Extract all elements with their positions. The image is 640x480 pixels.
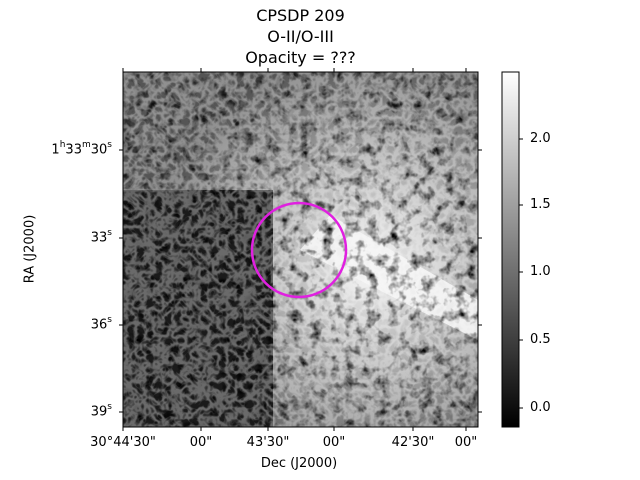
x-tick-label: 00" — [189, 435, 213, 450]
target-circle-marker — [250, 201, 348, 299]
figure-title-line-1: CPSDP 209 — [256, 6, 345, 25]
y-tick-label: 1h33m30s — [51, 140, 112, 158]
x-tick-marks — [122, 68, 467, 431]
colorbar-tick-marks — [519, 138, 523, 409]
plot-frame — [122, 71, 479, 428]
y-axis-label: RA (J2000) — [22, 214, 38, 284]
y-tick-label: 39s — [90, 402, 112, 420]
colorbar-tick-label: 1.5 — [530, 197, 551, 212]
y-tick-marks — [119, 149, 482, 413]
colorbar — [501, 71, 520, 428]
y-tick-label: 36s — [90, 315, 112, 333]
x-tick-label: 42'30" — [391, 435, 435, 450]
x-axis-label: Dec (J2000) — [260, 456, 338, 471]
y-tick-label: 33s — [90, 228, 112, 246]
colorbar-tick-label: 0.5 — [530, 332, 551, 347]
x-tick-label: 00" — [322, 435, 346, 450]
astronomical-image — [123, 72, 478, 427]
colorbar-tick-label: 1.0 — [530, 264, 551, 279]
x-tick-label: 30°44'30" — [90, 435, 156, 450]
colorbar-tick-label: 2.0 — [530, 131, 551, 146]
colorbar-tick-label: 0.0 — [530, 400, 551, 415]
x-tick-label: 43'30" — [246, 435, 290, 450]
figure-title-line-3: Opacity = ??? — [245, 48, 356, 67]
x-tick-label: 00" — [454, 435, 478, 450]
figure-title-line-2: O-II/O-III — [267, 27, 334, 46]
